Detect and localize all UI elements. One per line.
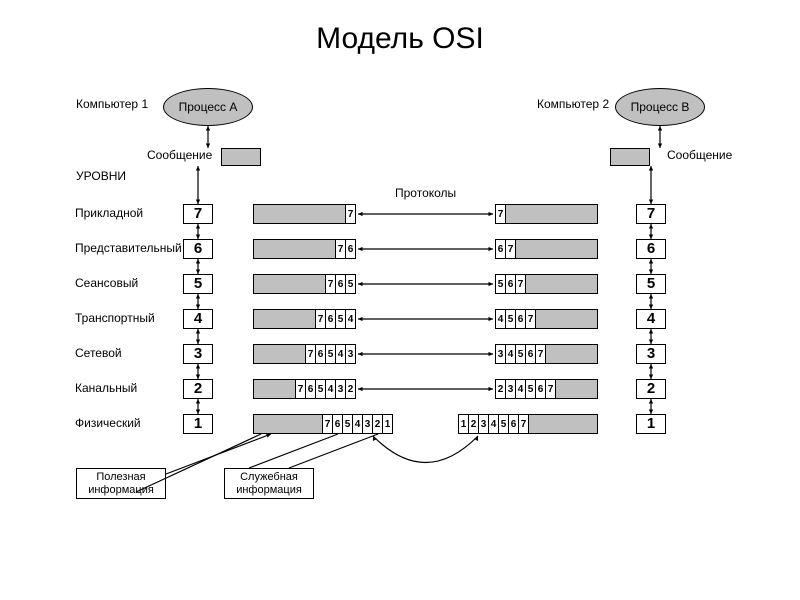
level-num-left-5: 5 [183,274,213,294]
level-num-left-7: 7 [183,204,213,224]
level-num-right-2: 2 [636,379,666,399]
ellipse-process-a: Процесс А [163,88,253,126]
hdr-cell: 7 [535,344,546,364]
label-message-right: Сообщение [667,148,732,162]
packet-left-2: 765432 [253,379,356,399]
hdr-cell: 7 [495,204,506,224]
hdr-cell: 1 [382,414,393,434]
packet-right-4: 4567 [495,309,598,329]
hdr-cell: 7 [525,309,536,329]
message-box-left [221,148,261,166]
hdr-cell: 7 [505,239,516,259]
packet-right-6: 67 [495,239,598,259]
packet-left-1: 7654321 [253,414,393,434]
layer-label-1: Физический [75,416,141,430]
packet-left-7: 7 [253,204,356,224]
packet-right-5: 567 [495,274,598,294]
hdr-cell: 7 [518,414,529,434]
packet-right-7: 7 [495,204,598,224]
packet-right-2: 234567 [495,379,598,399]
level-num-left-6: 6 [183,239,213,259]
label-protocols: Протоколы [395,186,456,200]
packet-left-4: 7654 [253,309,356,329]
layer-label-3: Сетевой [75,346,122,360]
hdr-cell: 2 [345,379,356,399]
level-num-right-5: 5 [636,274,666,294]
label-computer2: Компьютер 2 [537,97,609,111]
level-num-left-2: 2 [183,379,213,399]
level-num-right-6: 6 [636,239,666,259]
hdr-cell: 7 [515,274,526,294]
hdr-cell: 6 [345,239,356,259]
diagram-title: Модель OSI [0,22,800,56]
hdr-cell: 3 [345,344,356,364]
layer-label-6: Представительный [75,241,182,255]
level-num-right-1: 1 [636,414,666,434]
legend-service: Служебная информация [224,468,314,499]
label-message-left: Сообщение [147,148,212,162]
level-num-left-3: 3 [183,344,213,364]
hdr-cell: 4 [345,309,356,329]
legend-payload: Полезная информация [76,468,166,499]
layer-label-4: Транспортный [75,311,155,325]
hdr-cell: 5 [345,274,356,294]
packet-left-5: 765 [253,274,356,294]
hdr-cell: 7 [545,379,556,399]
label-computer1: Компьютер 1 [76,97,148,111]
ellipse-process-b: Процесс В [615,88,705,126]
level-num-left-1: 1 [183,414,213,434]
level-num-left-4: 4 [183,309,213,329]
message-box-right [610,148,650,166]
label-levels: УРОВНИ [76,169,126,183]
packet-left-6: 76 [253,239,356,259]
layer-label-5: Сеансовый [75,276,138,290]
level-num-right-3: 3 [636,344,666,364]
layer-label-2: Канальный [75,381,137,395]
packet-right-3: 34567 [495,344,598,364]
packet-right-1: 1234567 [458,414,598,434]
layer-label-7: Прикладной [75,206,143,220]
level-num-right-4: 4 [636,309,666,329]
level-num-right-7: 7 [636,204,666,224]
packet-left-3: 76543 [253,344,356,364]
hdr-cell: 7 [345,204,356,224]
